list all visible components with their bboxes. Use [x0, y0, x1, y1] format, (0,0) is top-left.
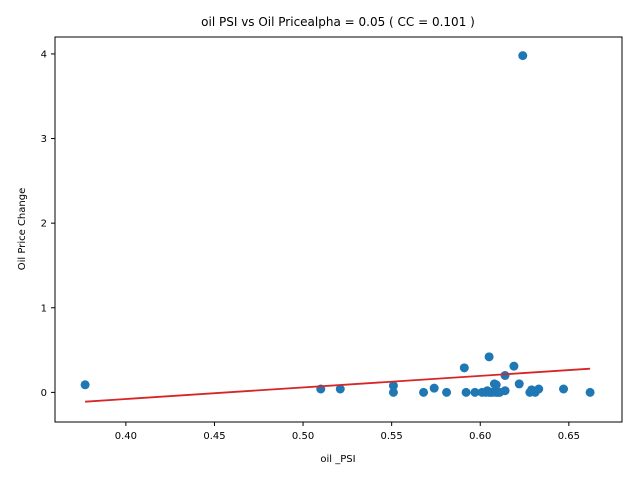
x-tick-label: 0.65	[558, 431, 580, 442]
data-point	[559, 384, 569, 394]
chart-title: oil PSI vs Oil Pricealpha = 0.05 ( CC = …	[201, 15, 475, 29]
data-point	[80, 380, 90, 390]
x-tick-label: 0.40	[115, 431, 137, 442]
data-point	[500, 370, 510, 380]
data-point	[388, 381, 398, 391]
plot-marks	[80, 51, 595, 403]
data-point	[500, 386, 510, 396]
data-point	[335, 384, 345, 394]
data-point	[470, 387, 480, 397]
plot-area: 0.40 0.45 0.50 0.55 0.60 0.65 0 1 2 3 4	[41, 36, 623, 442]
axes-frame	[54, 36, 623, 423]
data-point	[491, 380, 501, 390]
x-tick-label: 0.50	[292, 431, 314, 442]
data-point	[388, 387, 398, 397]
x-tick-label: 0.60	[469, 431, 491, 442]
data-point	[509, 361, 519, 371]
data-point	[429, 383, 439, 393]
y-tick-label: 3	[41, 134, 47, 145]
data-point	[534, 384, 544, 394]
y-tick-label: 4	[41, 49, 47, 60]
x-axis-label: oil _PSI	[320, 454, 355, 465]
data-point	[585, 387, 595, 397]
data-point	[484, 352, 494, 362]
y-tick-label: 2	[41, 219, 47, 230]
x-tick-label: 0.55	[381, 431, 403, 442]
y-tick-label: 1	[41, 303, 47, 314]
data-point	[419, 387, 429, 397]
y-tick-label: 0	[41, 388, 47, 399]
regression-line	[85, 367, 591, 403]
data-point	[442, 387, 452, 397]
data-point	[459, 363, 469, 373]
data-point	[514, 379, 524, 389]
data-point	[461, 387, 471, 397]
data-point	[518, 51, 528, 61]
y-axis-label: Oil Price Change	[17, 188, 28, 270]
x-tick-label: 0.45	[203, 431, 225, 442]
